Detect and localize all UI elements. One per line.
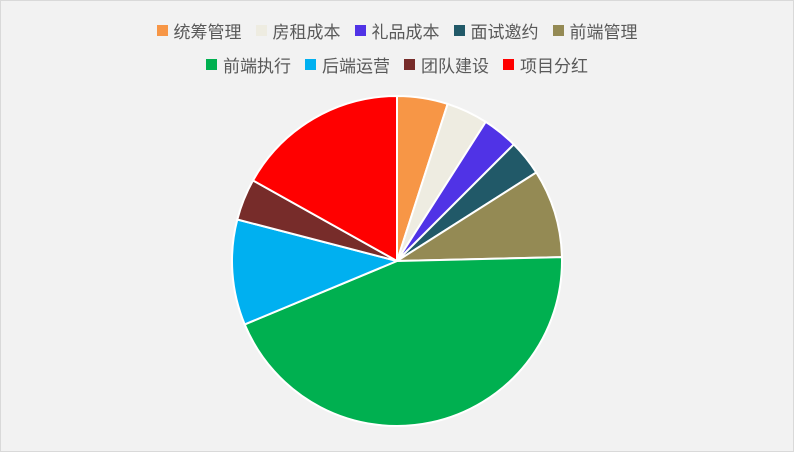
pie-slice [243, 256, 563, 427]
legend-swatch [156, 25, 168, 36]
legend-label: 礼品成本 [371, 23, 440, 43]
legend-label: 前端管理 [569, 23, 638, 43]
legend-item: 房租成本 [255, 18, 341, 43]
legend-label: 前端执行 [223, 57, 291, 77]
legend-item: 前端管理 [552, 18, 638, 43]
pie-slice [396, 171, 563, 262]
legend-swatch [404, 59, 415, 70]
legend-item: 礼品成本 [354, 18, 440, 43]
pie-slice [252, 95, 398, 262]
legend-row: 前端执行 后端运营 团队建设 项目分红 [206, 52, 588, 77]
legend-swatch [255, 25, 267, 36]
legend-item: 面试邀约 [453, 18, 539, 43]
legend-label: 后端运营 [322, 57, 390, 77]
legend-label: 项目分红 [520, 57, 588, 77]
legend-item: 前端执行 [206, 52, 291, 77]
legend-label: 面试邀约 [470, 23, 539, 43]
legend-swatch [305, 59, 316, 70]
legend-item: 项目分红 [503, 52, 588, 77]
legend-label: 统筹管理 [173, 23, 242, 43]
legend-swatch [206, 59, 217, 70]
legend-swatch [453, 25, 465, 36]
legend-swatch [552, 25, 564, 36]
pie-slice [231, 218, 398, 326]
legend: 统筹管理 房租成本 礼品成本 面试邀约 前端管理前端执行 后端运营 团队建设 项目分红 [0, 18, 794, 77]
legend-swatch [354, 25, 366, 36]
legend-row: 统筹管理 房租成本 礼品成本 面试邀约 前端管理 [156, 18, 638, 43]
legend-item: 团队建设 [404, 52, 489, 77]
legend-item: 后端运营 [305, 52, 390, 77]
legend-label: 房租成本 [272, 23, 341, 43]
legend-label: 团队建设 [421, 57, 489, 77]
legend-swatch [503, 59, 514, 70]
legend-item: 统筹管理 [156, 18, 242, 43]
